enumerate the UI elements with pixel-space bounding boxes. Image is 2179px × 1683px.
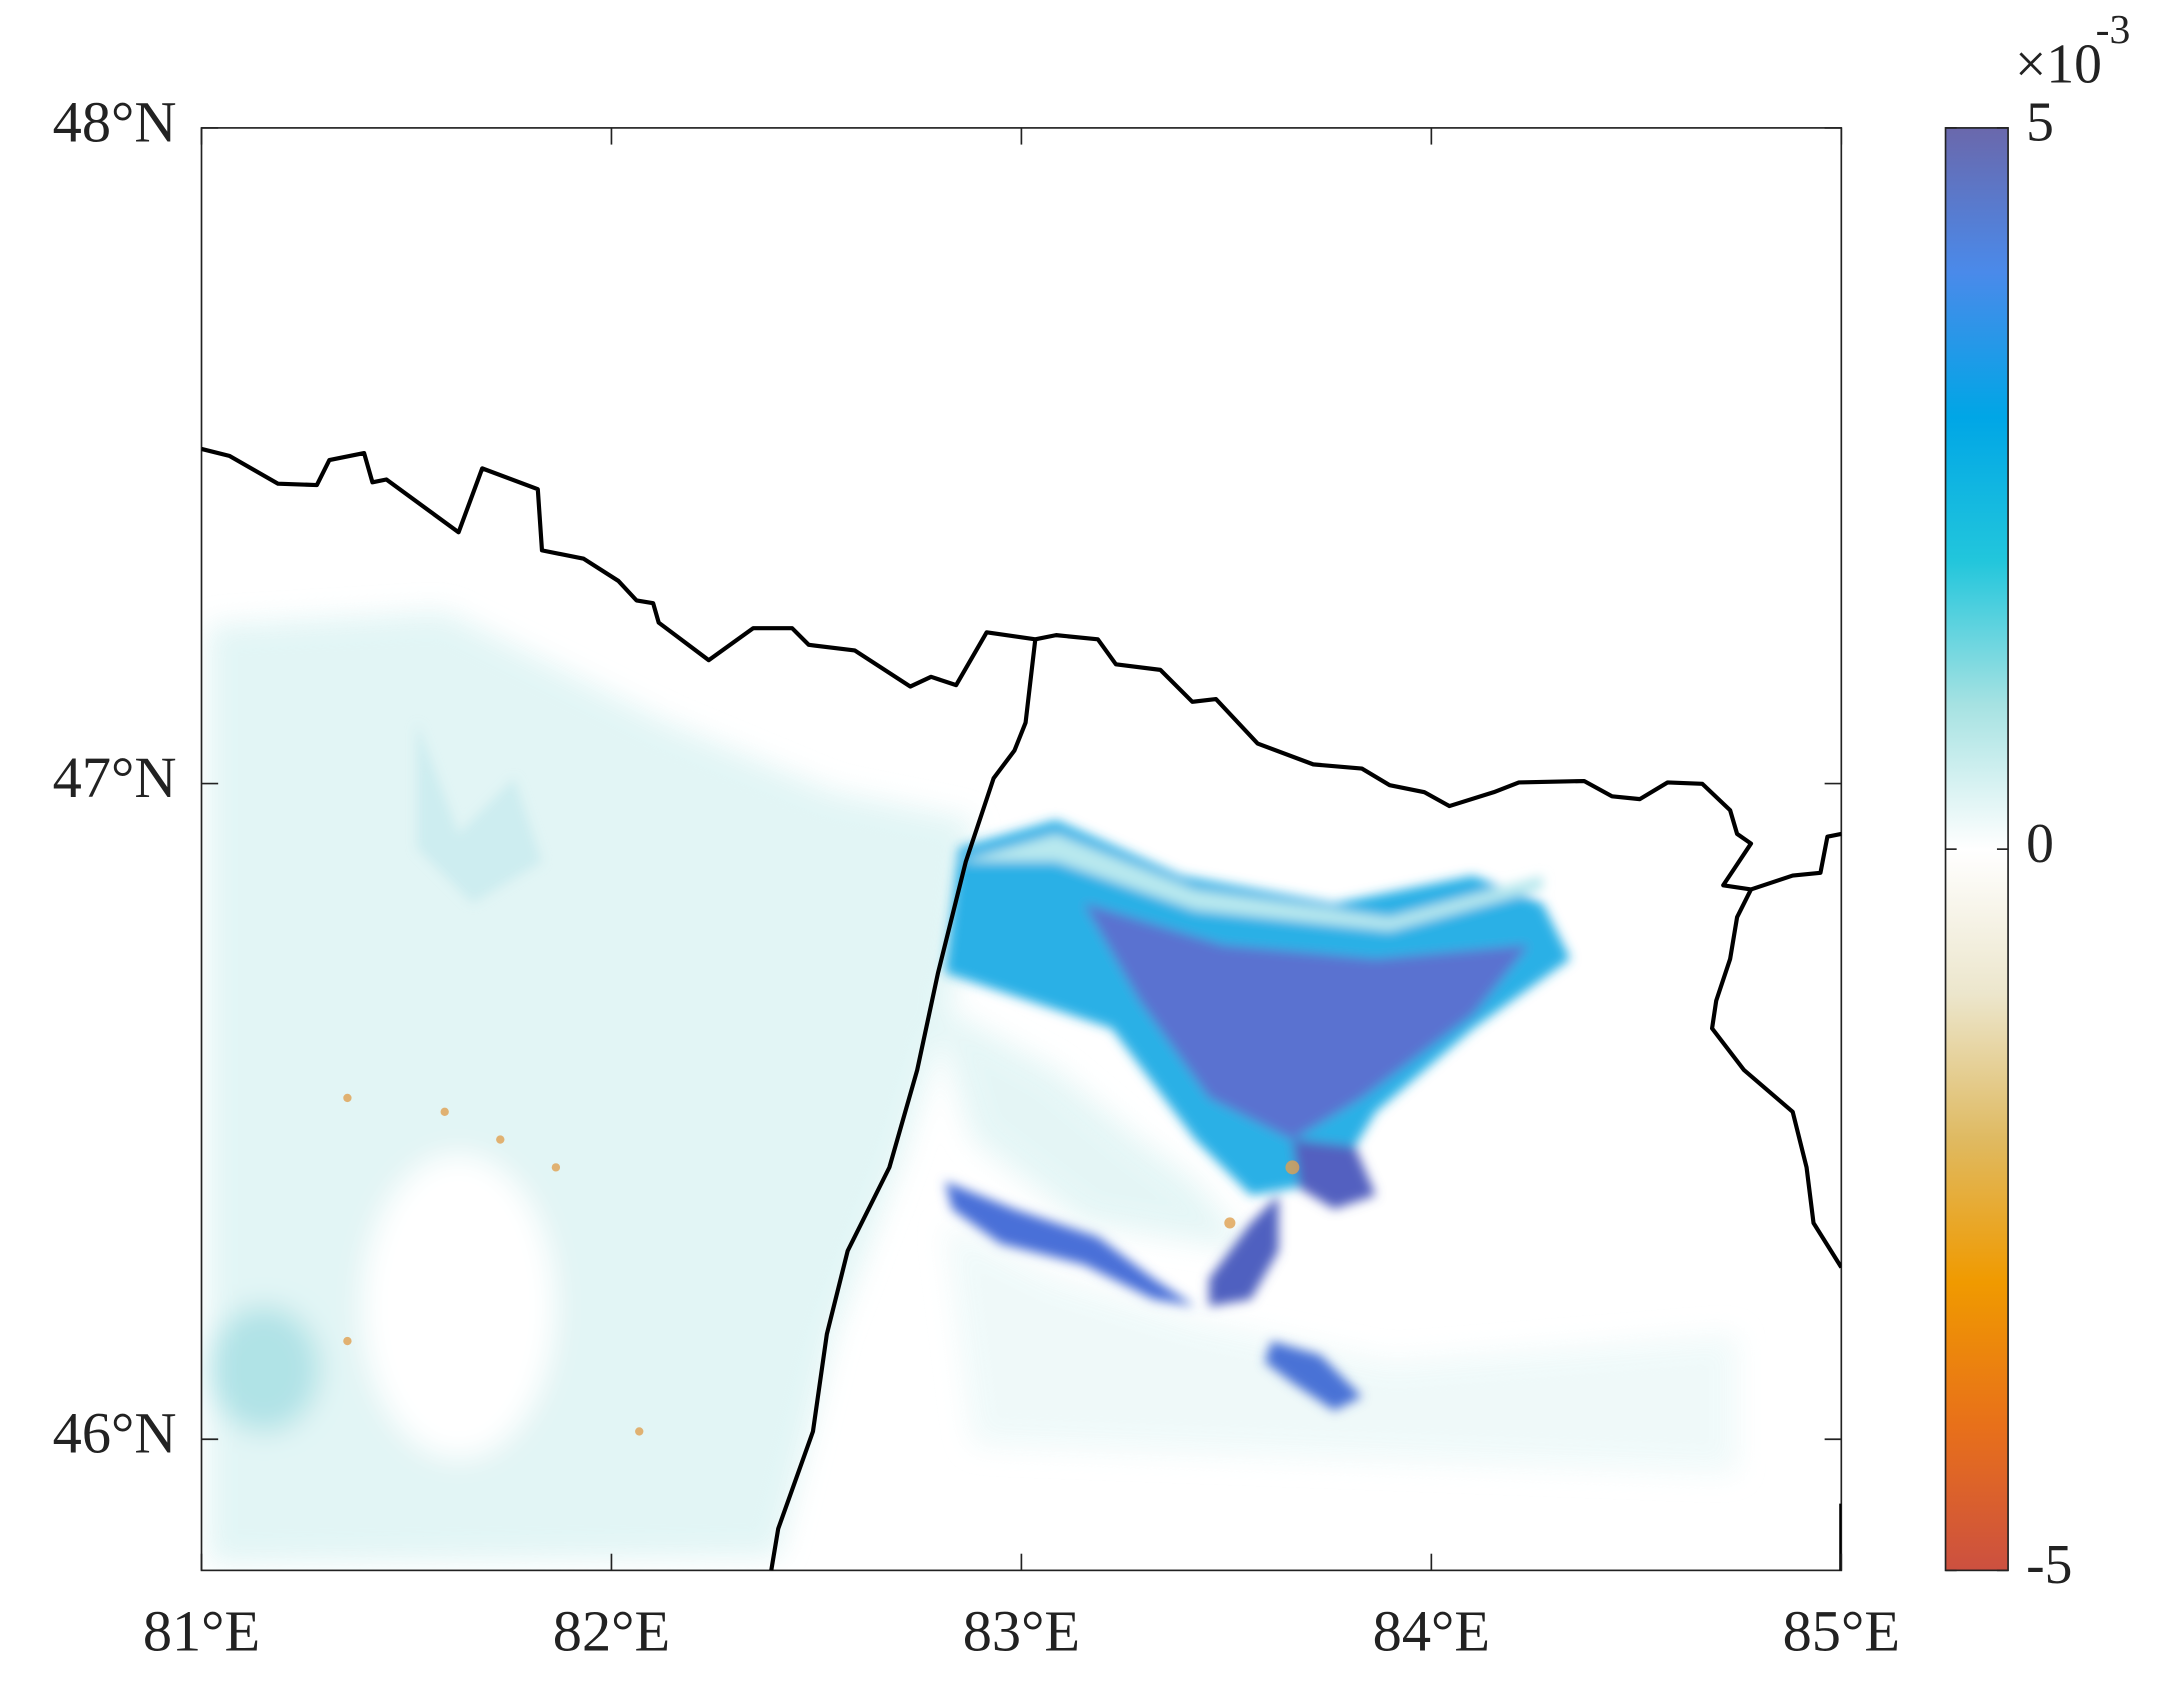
x-tick-label: 84°E <box>1373 1598 1490 1663</box>
x-tick-label: 81°E <box>143 1598 260 1663</box>
y-tick-label: 48°N <box>53 89 177 154</box>
y-tick-label: 46°N <box>53 1401 177 1466</box>
x-tick-label: 85°E <box>1783 1598 1900 1663</box>
weak-positive-field <box>208 611 1738 1564</box>
colorbar-tick-label: -5 <box>2026 1534 2072 1596</box>
colorbar-tick-label: 0 <box>2026 813 2054 875</box>
x-tick-label: 82°E <box>553 1598 670 1663</box>
border-line <box>201 446 1842 892</box>
raster-field <box>208 611 1738 1564</box>
colorbar-tick-label: 5 <box>2026 92 2054 154</box>
x-tick-label: 83°E <box>963 1598 1080 1663</box>
y-tick-label: 47°N <box>53 745 177 810</box>
colorbar-exponent: -3 <box>2096 7 2131 53</box>
moderate-positive-field <box>416 722 1571 1411</box>
border-line <box>1709 888 1842 1269</box>
border-line <box>769 639 1038 1571</box>
colorbar-multiplier: ×10 <box>2015 33 2102 95</box>
weak-negative-spots <box>343 1093 1300 1436</box>
boundaries <box>201 446 1842 1571</box>
